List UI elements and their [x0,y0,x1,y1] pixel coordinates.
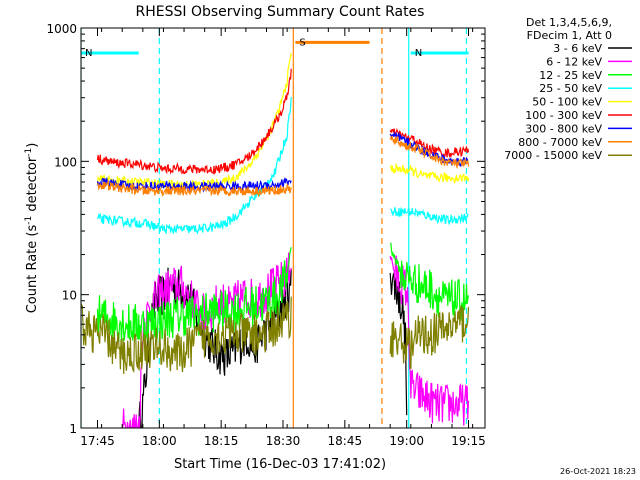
series-line-segment [390,162,470,184]
series-100-300-kev [96,68,470,175]
series-line-segment [389,127,470,159]
series-7000-15000-kev [81,296,470,375]
legend-header-line-1: Det 1,3,4,5,6,9, [526,16,612,29]
y-tick-label: 1 [69,422,77,436]
legend-label-1: 6 - 12 keV [546,55,602,68]
flag-label-0: N [85,48,92,59]
series-12-25-kev [96,242,470,345]
legend-label-5: 100 - 300 keV [525,109,602,122]
y-tick-label: 100 [54,155,77,169]
x-tick-label: 17:45 [80,434,115,448]
legend-label-4: 50 - 100 keV [532,96,602,109]
x-tick-label: 19:00 [389,434,424,448]
legend-header-line-2: FDecim 1, Att 0 [527,29,612,42]
generated-timestamp: 26-Oct-2021 18:23 [560,467,636,476]
y-axis-label: Count Rate (s-1 detector-1) [24,143,40,314]
x-tick-label: 18:30 [266,434,301,448]
series-line-segment [390,207,469,226]
series-line-segment [96,246,292,345]
x-tick-label: 18:15 [204,434,239,448]
flag-label-1: N [415,48,422,59]
legend-label-2: 12 - 25 keV [539,69,602,82]
series-line-segment [389,305,470,370]
series-line-segment [389,135,470,169]
series-25-50-kev [96,96,469,235]
legend-label-6: 300 - 800 keV [525,122,602,135]
y-tick-label: 10 [62,289,77,303]
legend-label-8: 7000 - 15000 keV [504,149,602,162]
series-line-segment [81,296,292,375]
series-line-segment [389,255,470,426]
x-axis-label: Start Time (16-Dec-03 17:41:02) [174,457,386,472]
series-line-segment [97,179,292,198]
series-line-segment [96,52,292,191]
series-line-segment [390,242,470,322]
legend-label-7: 800 - 7000 keV [518,136,602,149]
series-line-segment [389,272,408,416]
series-line-segment [96,68,292,175]
series-line-segment [96,176,292,193]
legend-label-3: 25 - 50 keV [539,82,602,95]
x-tick-label: 19:15 [451,434,486,448]
flag-label-2: S [299,37,305,48]
x-tick-label: 18:45 [328,434,363,448]
y-tick-label: 1000 [46,22,77,36]
series-50-100-kev [96,52,470,191]
chart-title: RHESSI Observing Summary Count Rates [136,4,425,20]
x-tick-label: 18:00 [142,434,177,448]
series-800-7000-kev [97,135,470,198]
legend-label-0: 3 - 6 keV [553,42,602,55]
